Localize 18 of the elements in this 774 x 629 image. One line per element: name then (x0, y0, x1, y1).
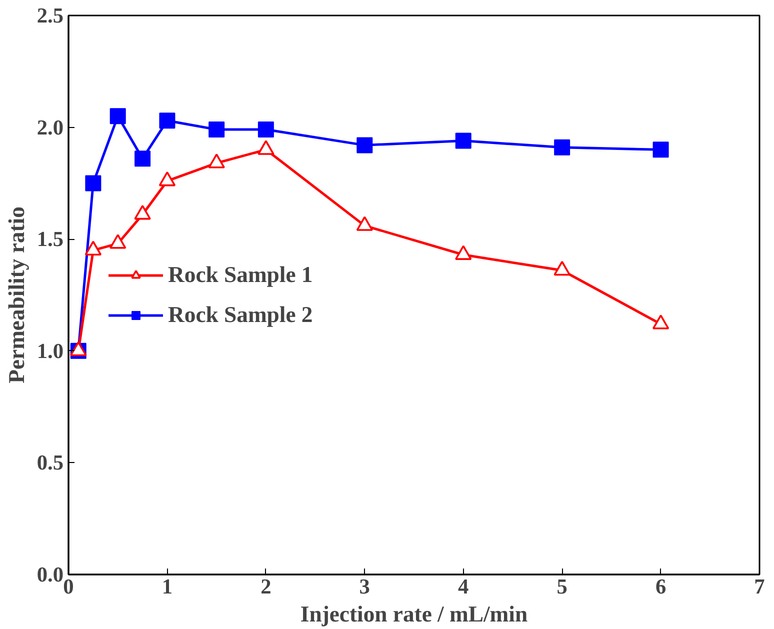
y-tick-label: 2.5 (36, 4, 64, 28)
x-axis-title: Injection rate / mL/min (300, 602, 528, 626)
x-tick-label: 5 (556, 574, 568, 598)
y-tick-label: 2.0 (36, 115, 64, 140)
y-tick-label: 1.5 (36, 227, 64, 252)
x-tick-label: 1 (162, 574, 173, 598)
y-tick-label: 0.5 (36, 450, 64, 475)
x-tick-label: 3 (359, 574, 370, 598)
x-tick-label: 4 (458, 574, 470, 598)
y-axis-title: Permeability ratio (4, 206, 29, 384)
x-tick-label: 2 (260, 574, 272, 598)
y-tick-label: 1.0 (36, 338, 64, 363)
legend-label: Rock Sample 2 (168, 302, 313, 328)
x-tick-label: 0 (63, 574, 74, 598)
x-tick-label: 7 (754, 574, 766, 598)
legend-label: Rock Sample 1 (168, 262, 313, 288)
x-tick-label: 6 (655, 574, 666, 598)
y-tick-label: 0.0 (36, 562, 64, 586)
